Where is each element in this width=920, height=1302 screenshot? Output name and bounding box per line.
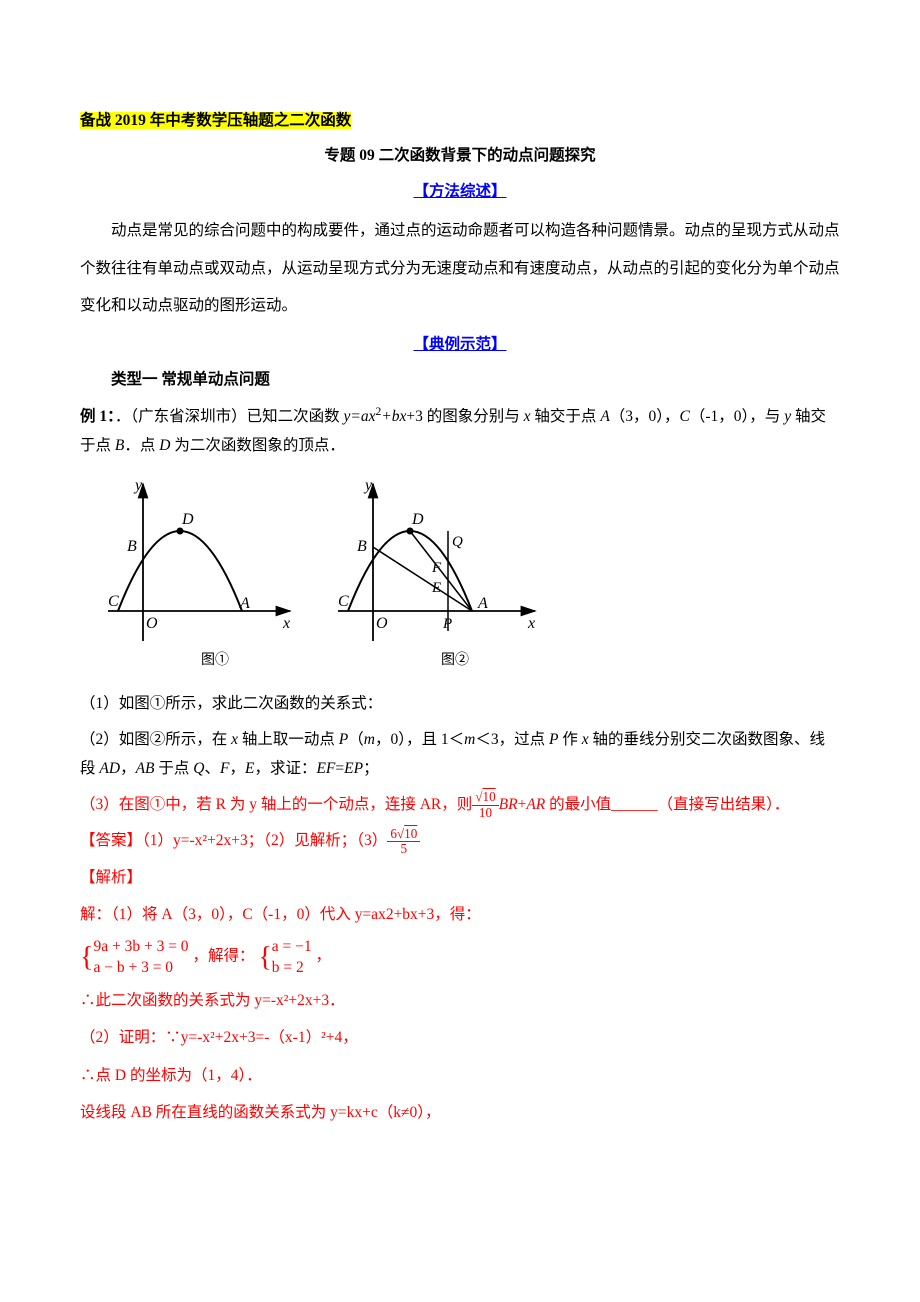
answer-line: 【答案】（1）y=-x²+2x+3；（2）见解析；（3）6√105 (80, 826, 840, 856)
type1-label: 类型一 常规单动点问题 (80, 365, 840, 394)
step-4: ∴点 D 的坐标为（1，4）． (80, 1061, 840, 1090)
question-3: （3）在图①中，若 R 为 y 轴上的一个动点，连接 AR，则√1010BR+A… (80, 790, 840, 820)
svg-text:C: C (338, 593, 349, 610)
figure-2: y x D B C O A Q F E P 图② (330, 476, 550, 675)
svg-text:E: E (431, 580, 441, 596)
question-2: （2）如图②所示，在 x 轴上取一动点 P（m，0），且 1＜m＜3，过点 P … (80, 725, 840, 784)
figures-row: y x D B C O A 图① y x D B (100, 476, 840, 675)
question-1: （1）如图①所示，求此二次函数的关系式： (80, 689, 840, 718)
example1-intro: 例 1：．（广东省深圳市）已知二次函数 y=ax2+bx+3 的图象分别与 x … (80, 401, 840, 461)
svg-text:y: y (133, 477, 143, 494)
intro-paragraph: 动点是常见的综合问题中的构成要件，通过点的运动命题者可以构造各种问题情景。动点的… (80, 212, 840, 324)
analysis-label: 【解析】 (80, 863, 840, 892)
highlight-text: 备战 2019 年中考数学压轴题之二次函数 (80, 112, 351, 129)
topic-title: 专题 09 二次函数背景下的动点问题探究 (80, 141, 840, 170)
analysis-body: 解：（1）将 A（3，0），C（-1，0）代入 y=ax2+bx+3，得： { … (80, 900, 840, 1127)
svg-text:O: O (146, 615, 158, 632)
fig1-caption: 图① (100, 648, 300, 675)
svg-text:A: A (239, 595, 250, 612)
svg-text:B: B (357, 538, 367, 555)
step-1: 解：（1）将 A（3，0），C（-1，0）代入 y=ax2+bx+3，得： (80, 900, 840, 929)
example-prefix: 例 1： (80, 408, 115, 425)
step-2: ∴此二次函数的关系式为 y=-x²+2x+3． (80, 986, 840, 1015)
svg-text:A: A (477, 595, 488, 612)
svg-text:Q: Q (452, 534, 463, 550)
svg-text:D: D (411, 511, 424, 528)
header-highlight: 备战 2019 年中考数学压轴题之二次函数 (80, 106, 840, 135)
svg-text:D: D (181, 511, 194, 528)
step-5: 设线段 AB 所在直线的函数关系式为 y=kx+c（k≠0）， (80, 1098, 840, 1127)
fig2-caption: 图② (330, 648, 550, 675)
svg-text:F: F (431, 560, 442, 576)
svg-text:x: x (527, 615, 535, 632)
step-3: （2）证明：∵y=-x²+2x+3=-（x-1）²+4， (80, 1023, 840, 1052)
system-line: { 9a + 3b + 3 = 0 a − b + 3 = 0 ，解得： { a… (80, 937, 840, 977)
example-label: 【典例示范】 (80, 330, 840, 359)
svg-text:y: y (363, 477, 373, 494)
svg-text:P: P (442, 616, 452, 632)
method-label: 【方法综述】 (80, 177, 840, 206)
svg-text:B: B (127, 538, 137, 555)
svg-text:O: O (376, 615, 388, 632)
svg-text:x: x (282, 615, 290, 632)
figure-1: y x D B C O A 图① (100, 476, 300, 675)
svg-text:C: C (108, 593, 119, 610)
